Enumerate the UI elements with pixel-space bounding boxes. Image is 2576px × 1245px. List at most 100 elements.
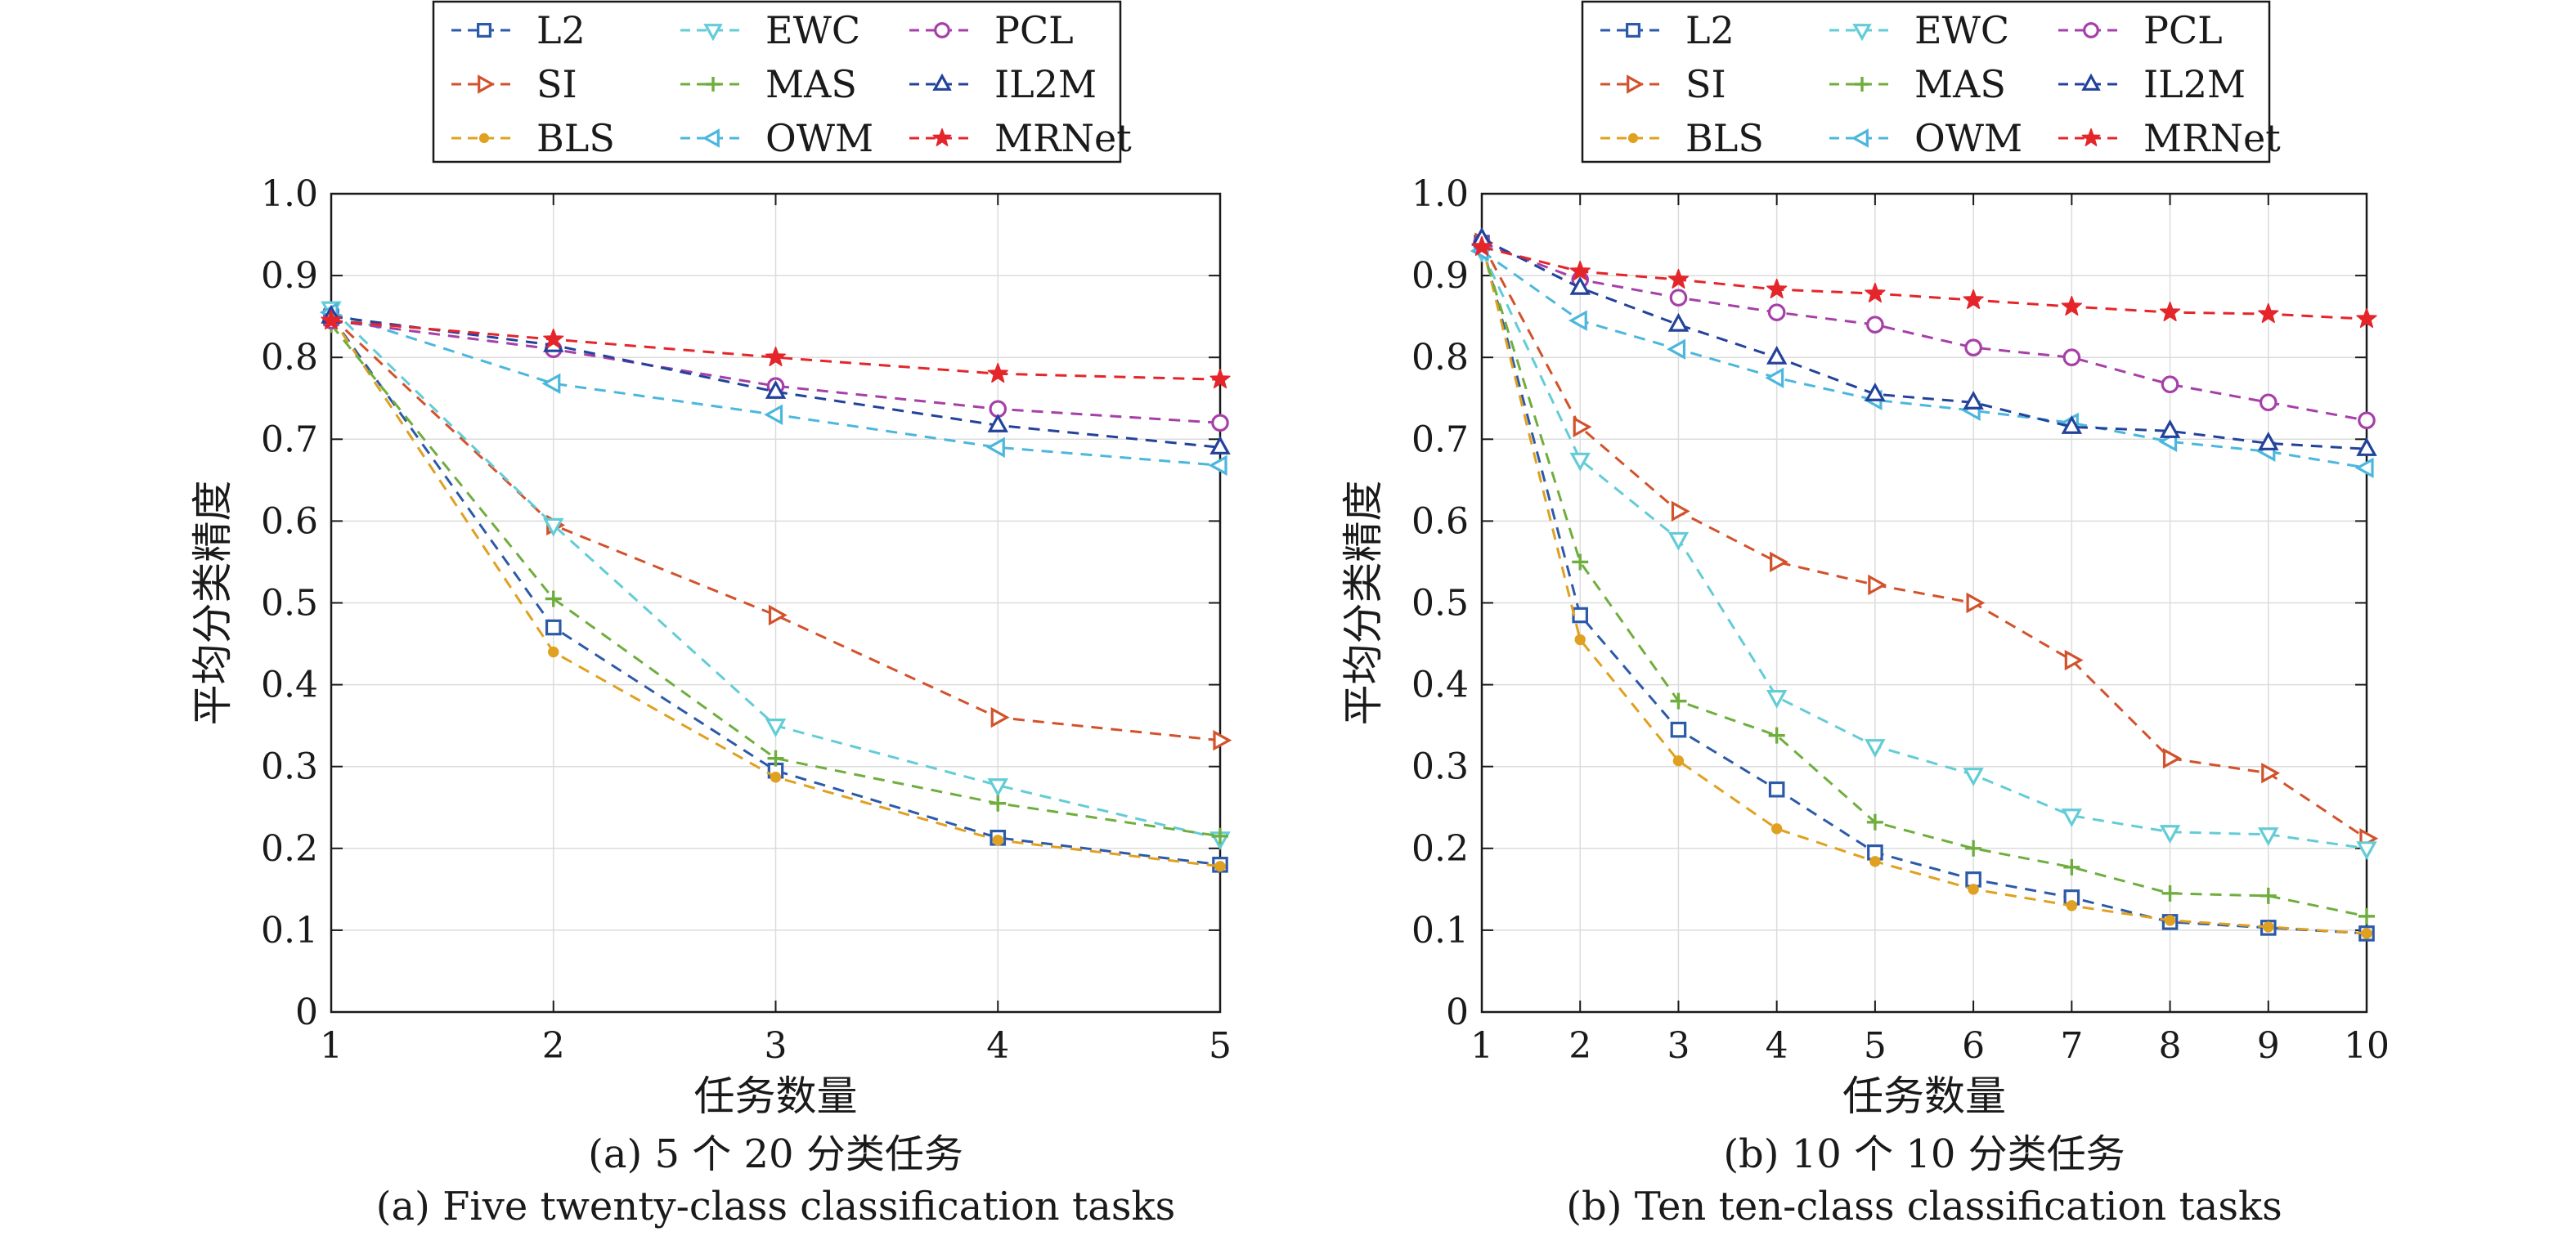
data-point-ewc [1667,531,1690,551]
data-point-bls [1968,884,1979,895]
data-point-il2m [1865,382,1886,401]
data-point-pcl-shape [2259,393,2278,412]
data-point-mrnet [765,346,787,367]
data-point-bls-shape [1214,861,1226,872]
data-point-si [1573,416,1592,438]
x-tick-label: 5 [1864,1025,1887,1067]
x-tick-label: 8 [2159,1025,2182,1067]
data-point-mrnet-shape [987,362,1008,383]
data-point-ewc-shape [987,778,1008,798]
data-point-owm-shape [1667,338,1686,360]
data-point-pcl-shape [2358,411,2376,430]
series-il2m [1471,226,2377,456]
legend-marker-shape [478,132,490,144]
data-point-pcl-shape [1669,289,1688,307]
data-point-mas-shape [1965,840,1982,857]
data-point-il2m [1963,390,1984,410]
legend-item-si: SI [451,62,577,106]
series-mas [1474,239,2375,925]
legend-item-owm: OWM [680,116,873,160]
data-point-ewc [543,517,564,537]
data-point-mas-shape [545,590,562,607]
y-tick-label: 0.9 [1411,255,1469,297]
data-point-si-shape [1966,592,1986,614]
series-line-bls [1480,242,2367,935]
data-point-mrnet-shape [1209,368,1231,389]
y-tick-label: 0.9 [261,255,318,297]
series-line-si [330,316,1221,742]
data-point-mas-shape [2161,884,2179,902]
legend-marker-shape [703,24,723,42]
series-line-mrnet [330,319,1221,381]
data-point-mrnet [1766,278,1788,298]
data-point-si-shape [1213,729,1232,751]
legend-marker [478,74,496,94]
data-point-bls-shape [770,772,782,783]
data-point-pcl [2259,393,2278,412]
data-point-il2m-shape [2356,437,2377,456]
data-point-si [1671,500,1690,522]
data-point-il2m [765,379,787,399]
data-point-mas [1965,840,1982,857]
legend-marker [703,24,723,42]
data-point-si [2162,747,2182,769]
legend-marker [1855,77,1869,92]
legend-marker-shape [932,73,952,91]
series-line-pcl [330,319,1221,424]
data-point-bls [770,772,782,783]
data-point-mas [2161,884,2179,902]
data-point-ewc [2356,841,2377,861]
data-point-bls-shape [2263,921,2274,933]
x-tick-label: 6 [1962,1025,1985,1067]
data-point-owm [1667,338,1686,360]
y-tick-label: 0.8 [261,337,318,378]
legend-item-l2: L2 [1600,8,1735,52]
legend-item-si: SI [1600,62,1726,106]
data-point-bls-shape [2066,900,2078,911]
data-point-bls-shape [1968,884,1979,895]
legend-label: PCL [2143,8,2223,52]
data-point-si [990,706,1010,728]
data-point-mrnet-shape [765,346,787,367]
data-point-ewc [1766,690,1788,709]
y-tick-label: 0.4 [261,665,318,706]
legend-label: EWC [765,8,860,52]
data-point-ewc [2061,808,2083,828]
data-point-ewc-shape [1667,531,1690,551]
legend-label: BLS [1685,116,1764,160]
legend-marker-shape [706,77,720,92]
data-point-owm [764,404,783,425]
legend-marker [932,73,952,91]
legend-item-mrnet: MRNet [909,116,1132,160]
legend-label: BLS [536,116,615,160]
data-point-il2m [1209,436,1231,455]
data-point-mas-shape [1866,813,1883,831]
legend-item-mas: MAS [1829,62,2006,106]
data-point-pcl [1964,338,1982,356]
data-point-mas-shape [767,750,784,767]
data-point-ewc-shape [1766,690,1788,709]
data-point-pcl [2062,348,2081,366]
data-point-ewc [765,719,787,737]
x-tick-label: 2 [542,1025,565,1067]
data-point-pcl-shape [1767,303,1786,321]
legend-label: L2 [536,8,586,52]
x-tick-label: 5 [1209,1025,1232,1067]
data-point-si-shape [768,604,788,626]
data-point-si-shape [1770,551,1788,573]
data-point-il2m-shape [1667,312,1690,332]
x-tick-label: 7 [2060,1025,2083,1067]
data-point-si [1966,592,1986,614]
data-point-pcl [1866,316,1884,334]
legend-marker [2081,128,2101,146]
data-point-l2 [1572,607,1589,624]
legend-marker [1852,24,1872,42]
legend-marker [2083,22,2099,38]
data-point-mas [1670,692,1687,710]
data-point-il2m-shape [1963,390,1984,410]
data-point-mrnet [321,309,342,330]
data-point-bls [2164,915,2176,926]
data-point-pcl-shape [1866,316,1884,334]
data-point-mas [2358,907,2375,925]
